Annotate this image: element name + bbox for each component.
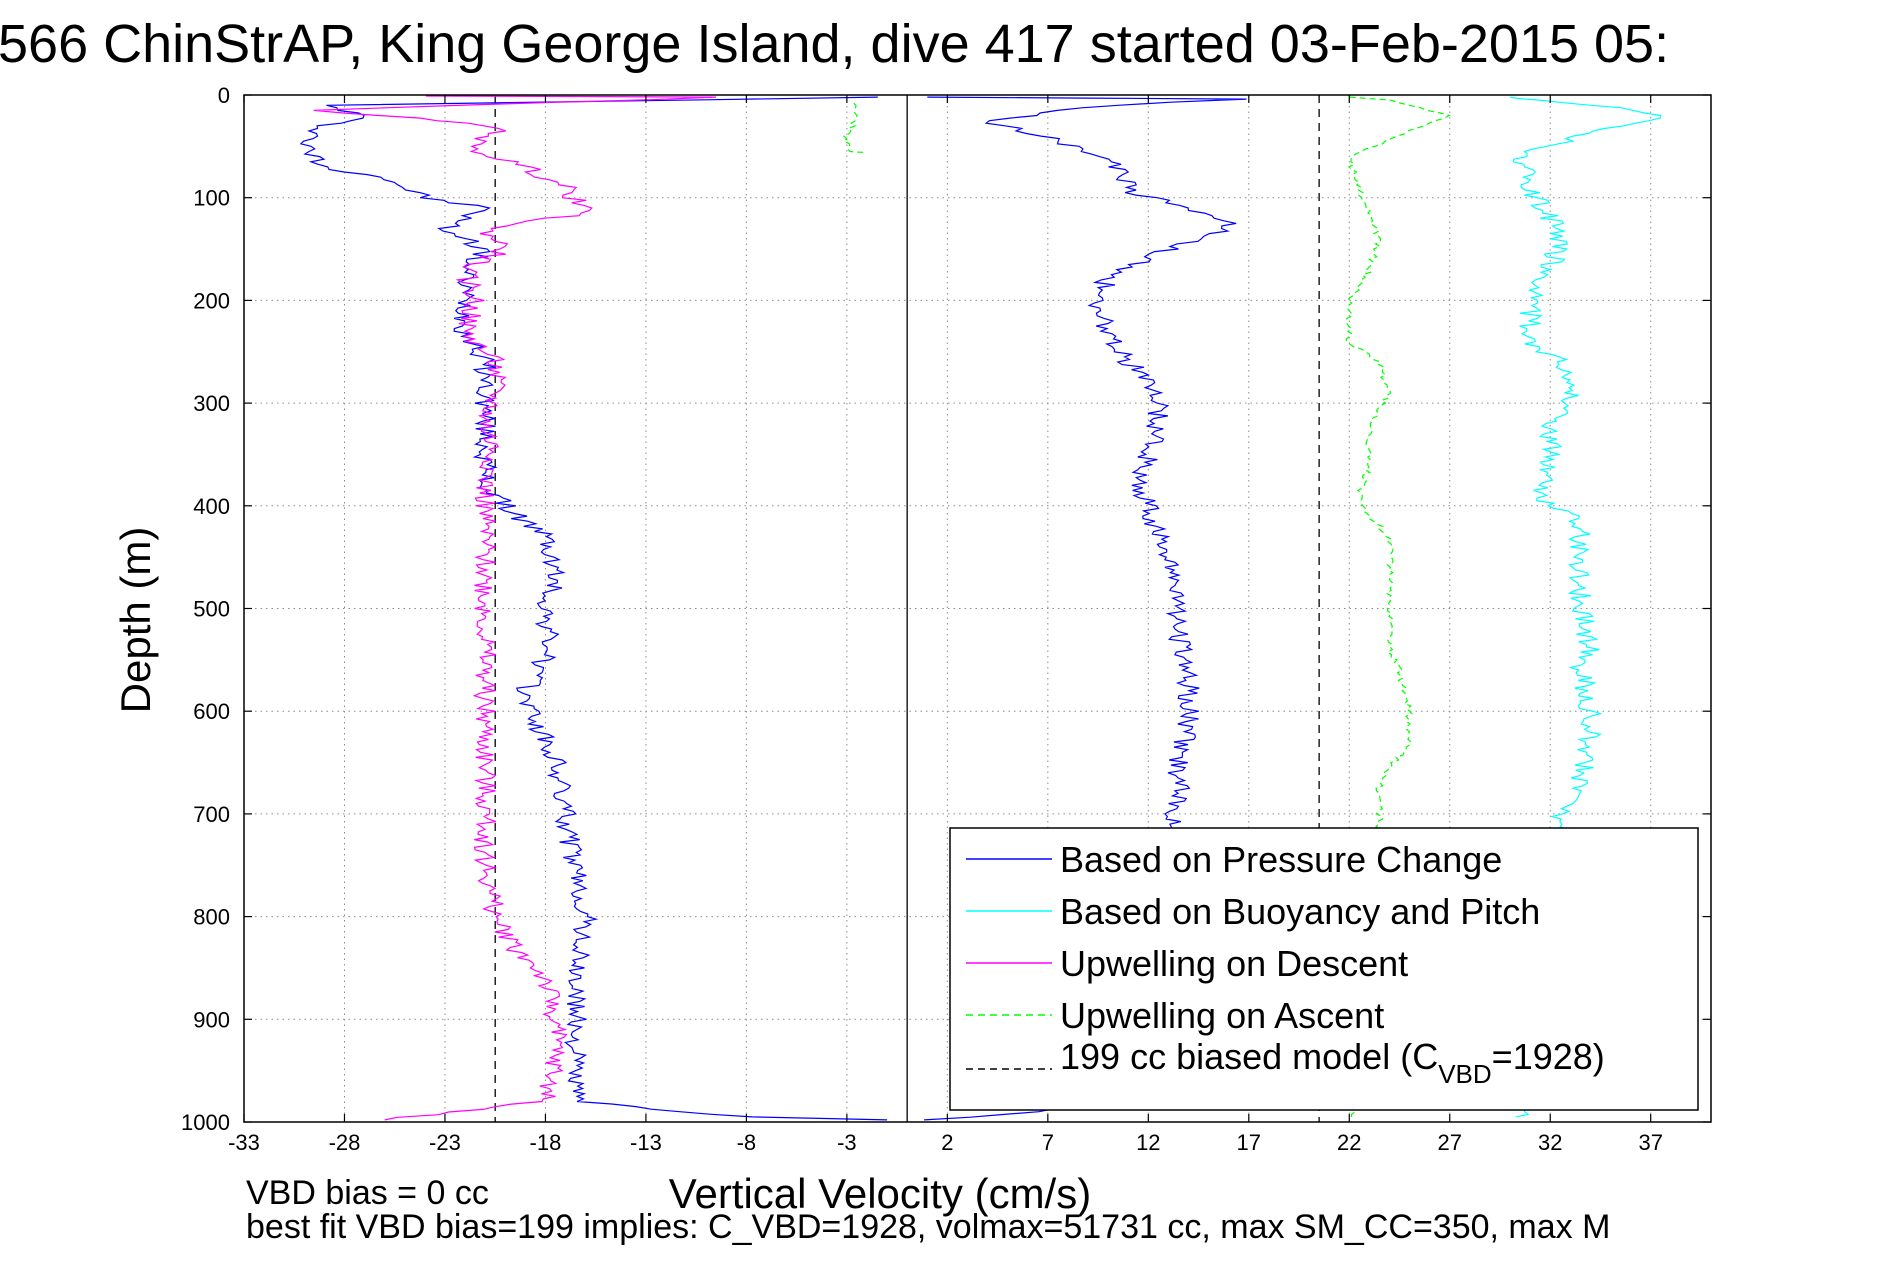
y-tick-label: 200 [193, 288, 230, 313]
y-axis-ticks: 0 100 200 300 400 500 600 700 800 900 1000 [181, 83, 1711, 1135]
y-tick-label: 700 [193, 802, 230, 827]
series-upwelling-on-descent [313, 95, 717, 1121]
x-axis-ticks: -33 -28 -23 -18 -13 -8 -3 2 7 12 17 22 27 32 37 [228, 95, 1663, 1155]
legend-label-buoyancy: Based on Buoyancy and Pitch [1060, 891, 1540, 932]
y-tick-label: 0 [218, 83, 230, 108]
x-tick-label: 22 [1337, 1130, 1361, 1155]
y-tick-label: 600 [193, 699, 230, 724]
legend-label-upwelling-ascent: Upwelling on Ascent [1060, 995, 1384, 1036]
legend-box [949, 827, 1699, 1111]
x-tick-label: -3 [837, 1130, 857, 1155]
x-tick-label: 7 [1042, 1130, 1054, 1155]
x-tick-label: 32 [1538, 1130, 1562, 1155]
series-layer [299, 95, 1662, 1121]
x-tick-label: -28 [329, 1130, 361, 1155]
x-tick-label: 2 [941, 1130, 953, 1155]
best-fit-note: best fit VBD bias=199 implies: C_VBD=192… [246, 1208, 1610, 1246]
x-tick-label: -13 [630, 1130, 662, 1155]
x-tick-label: 17 [1237, 1130, 1261, 1155]
x-axis-label: Vertical Velocity (cm/s) [669, 1170, 1091, 1217]
y-tick-label: 100 [193, 186, 230, 211]
y-tick-label: 400 [193, 494, 230, 519]
y-tick-label: 500 [193, 597, 230, 622]
y-tick-label: 900 [193, 1007, 230, 1032]
legend-model-suffix: =1928) [1492, 1036, 1605, 1077]
vbd-bias-note: VBD bias = 0 cc [246, 1174, 489, 1212]
x-tick-label: 12 [1136, 1130, 1160, 1155]
x-tick-label: 27 [1438, 1130, 1462, 1155]
y-axis-label: Depth (m) [112, 527, 159, 714]
series-line-descent [313, 95, 717, 1121]
legend-label-pressure: Based on Pressure Change [1060, 839, 1502, 880]
x-tick-label: 37 [1638, 1130, 1662, 1155]
legend: Based on Pressure Change Based on Buoyan… [949, 827, 1699, 1111]
x-tick-label: -33 [228, 1130, 260, 1155]
x-tick-label: -23 [429, 1130, 461, 1155]
y-tick-label: 1000 [181, 1110, 230, 1135]
x-tick-label: -18 [530, 1130, 562, 1155]
x-tick-label: -8 [737, 1130, 757, 1155]
legend-label-upwelling-descent: Upwelling on Descent [1060, 943, 1408, 984]
y-tick-label: 800 [193, 905, 230, 930]
chart-title: 566 ChinStrAP, King George Island, dive … [0, 14, 1669, 74]
legend-label-model: 199 cc biased model (CVBD=1928) [1060, 1036, 1605, 1089]
y-tick-label: 300 [193, 391, 230, 416]
legend-model-prefix: 199 cc biased model (C [1060, 1036, 1438, 1077]
legend-model-subscript: VBD [1438, 1059, 1491, 1089]
